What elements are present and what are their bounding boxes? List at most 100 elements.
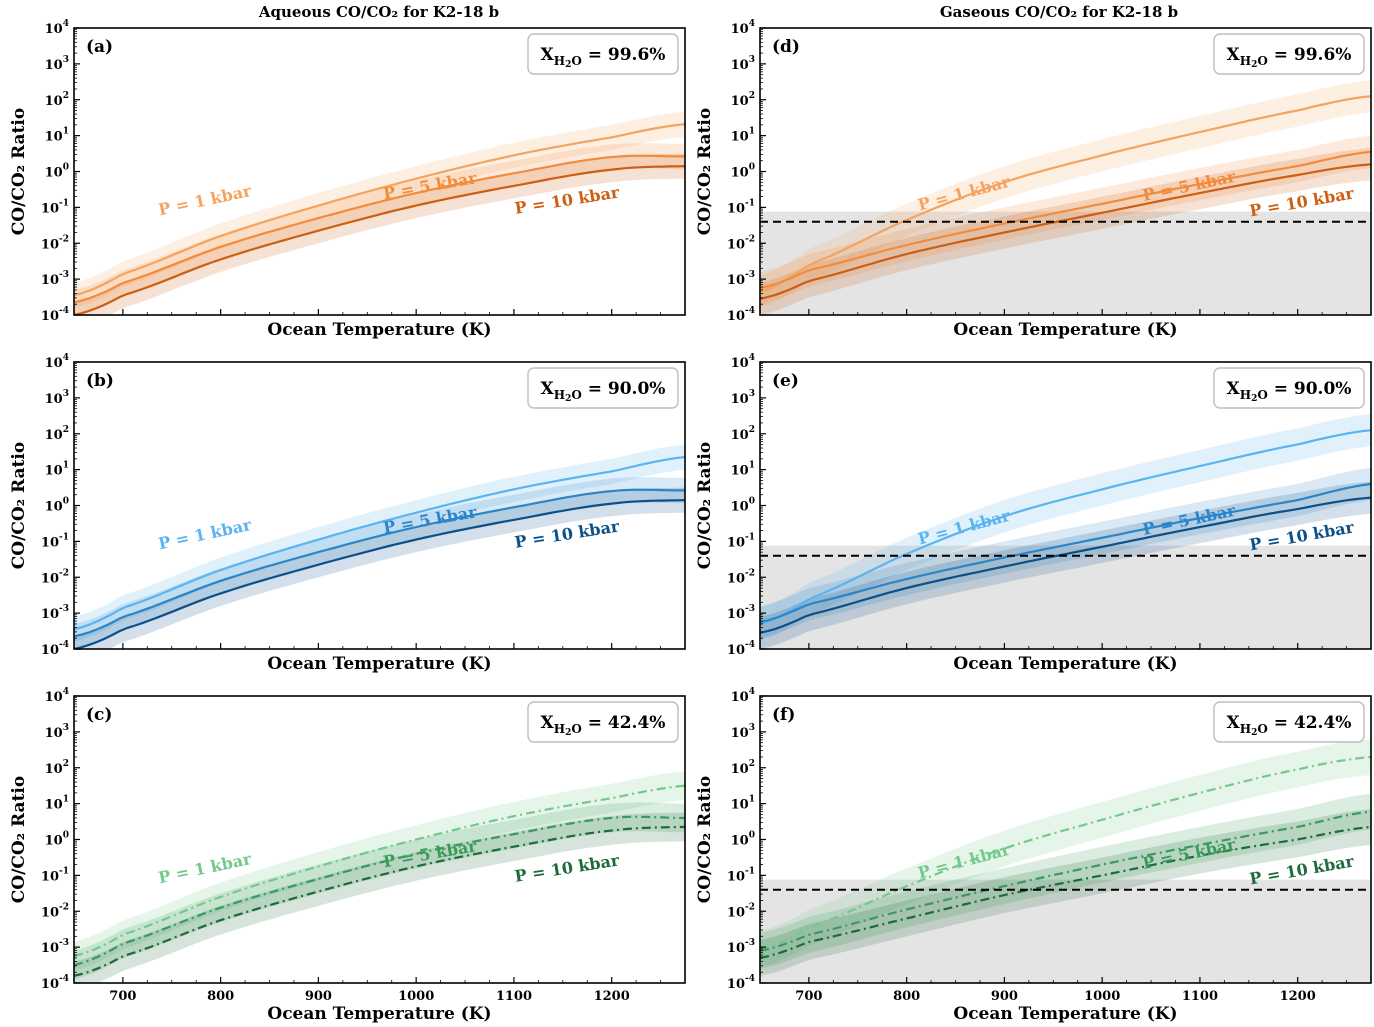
plot-area [760, 739, 1371, 976]
plot-area [74, 771, 685, 983]
series-line-2 [74, 815, 685, 967]
panel-label: (a) [86, 37, 113, 57]
x-tick-label: 1100 [496, 989, 532, 1004]
y-tick-label: 100 [731, 163, 755, 181]
y-tick-label: 10-2 [727, 902, 755, 920]
x-tick-label: 1200 [594, 989, 630, 1004]
plot-area [74, 111, 685, 315]
uncertainty-band-3 [74, 153, 685, 315]
y-tick-label: 100 [45, 831, 69, 849]
series-line-1 [74, 784, 685, 958]
panel-c: 10-4 10-3 10-2 10-1 100 101 102 103 104 700 800 900… [9, 687, 686, 1024]
series-line-1 [74, 456, 685, 631]
y-axis-label: CO/CO₂ Ratio [695, 108, 715, 235]
y-axis-label: CO/CO₂ Ratio [9, 108, 29, 235]
x-tick-label: 700 [109, 989, 136, 1004]
y-tick-label: 101 [45, 795, 69, 813]
y-tick-label: 100 [731, 831, 755, 849]
y-tick-label: 10-1 [727, 866, 755, 884]
panel-label: (f) [772, 705, 795, 725]
series-line-1 [760, 95, 1371, 293]
y-tick-label: 10-4 [41, 640, 69, 658]
column-title-aqueous: Aqueous CO/CO₂ for K2-18 b [258, 3, 499, 21]
y-tick-label: 10-4 [727, 640, 755, 658]
y-tick-label: 102 [731, 91, 755, 109]
y-tick-label: 10-3 [727, 938, 755, 956]
series-line-3 [760, 163, 1371, 300]
y-axis-label: CO/CO₂ Ratio [695, 776, 715, 903]
series-line-2 [760, 482, 1371, 624]
y-tick-label: 10-1 [41, 198, 69, 216]
series-line-3 [74, 165, 685, 315]
y-tick-label: 10-2 [727, 234, 755, 252]
series-line-2 [74, 154, 685, 304]
water-fraction-box [527, 701, 679, 743]
y-tick-label: 10-2 [41, 568, 69, 586]
water-fraction-label: XH2O = 99.6% [541, 45, 666, 70]
x-axis-label: Ocean Temperature (K) [953, 654, 1177, 674]
y-tick-label: 10-3 [727, 270, 755, 288]
x-tick-label: 1000 [398, 989, 434, 1004]
panel-e: 10-4 10-3 10-2 10-1 100 101 102 103 104 Ocean Tem… [695, 353, 1372, 674]
plot-area [760, 414, 1371, 649]
y-tick-label: 10-4 [727, 306, 755, 324]
water-fraction-label: XH2O = 42.4% [1227, 713, 1352, 738]
series-line-3 [74, 825, 685, 977]
y-tick-label: 10-2 [41, 234, 69, 252]
plot-area [74, 444, 685, 649]
x-tick-label: 700 [795, 989, 822, 1004]
uncertainty-band-2 [74, 477, 685, 649]
uncertainty-band-1 [760, 739, 1371, 967]
water-fraction-box [527, 33, 679, 75]
series-line-2 [760, 150, 1371, 290]
shaded-region [760, 545, 1371, 649]
water-fraction-box [1213, 33, 1365, 75]
series-line-1 [760, 429, 1371, 625]
x-tick-label: 1200 [1280, 989, 1316, 1004]
y-tick-label: 10-2 [727, 568, 755, 586]
uncertainty-band-2 [74, 802, 685, 980]
uncertainty-band-3 [74, 812, 685, 983]
y-tick-label: 104 [45, 687, 69, 705]
x-tick-label: 800 [207, 989, 234, 1004]
x-tick-label: 1100 [1182, 989, 1218, 1004]
series-line-2 [74, 488, 685, 638]
y-tick-label: 104 [731, 19, 755, 37]
uncertainty-band-1 [760, 414, 1371, 640]
x-tick-label: 900 [305, 989, 332, 1004]
curve-label-1: P = 1 kbar [157, 181, 254, 219]
uncertainty-band-2 [760, 793, 1371, 969]
y-tick-label: 10-4 [41, 306, 69, 324]
y-tick-label: 104 [731, 687, 755, 705]
x-tick-label: 800 [893, 989, 920, 1004]
panels-group: 10-4 10-3 10-2 10-1 100 101 102 103 104 Ocean Tem… [9, 19, 1372, 1024]
y-tick-label: 101 [731, 795, 755, 813]
y-axis-label: CO/CO₂ Ratio [9, 776, 29, 903]
x-tick-label: 1000 [1084, 989, 1120, 1004]
uncertainty-band-3 [74, 487, 685, 649]
x-axis-label: Ocean Temperature (K) [267, 320, 491, 340]
panel-label: (b) [86, 371, 114, 391]
y-tick-label: 103 [45, 55, 69, 73]
y-tick-label: 102 [45, 425, 69, 443]
water-fraction-box [1213, 367, 1365, 409]
y-tick-label: 104 [45, 19, 69, 37]
column-title-gaseous: Gaseous CO/CO₂ for K2-18 b [940, 3, 1178, 21]
shaded-region [760, 211, 1371, 315]
y-tick-label: 10-3 [41, 270, 69, 288]
water-fraction-label: XH2O = 99.6% [1227, 45, 1352, 70]
uncertainty-band-1 [760, 80, 1371, 308]
panel-a: 10-4 10-3 10-2 10-1 100 101 102 103 104 Ocean Tem… [9, 19, 686, 340]
uncertainty-band-3 [760, 809, 1371, 976]
x-axis-label: Ocean Temperature (K) [953, 320, 1177, 340]
y-tick-label: 103 [731, 723, 755, 741]
curve-label-1: P = 1 kbar [157, 515, 254, 553]
y-tick-label: 101 [45, 461, 69, 479]
y-tick-label: 101 [731, 461, 755, 479]
panel-label: (d) [772, 37, 800, 57]
y-tick-label: 102 [731, 425, 755, 443]
panel-d: 10-4 10-3 10-2 10-1 100 101 102 103 104 Ocean Tem… [695, 19, 1372, 340]
uncertainty-band-1 [74, 771, 685, 971]
y-tick-label: 10-3 [41, 604, 69, 622]
y-tick-label: 103 [45, 723, 69, 741]
